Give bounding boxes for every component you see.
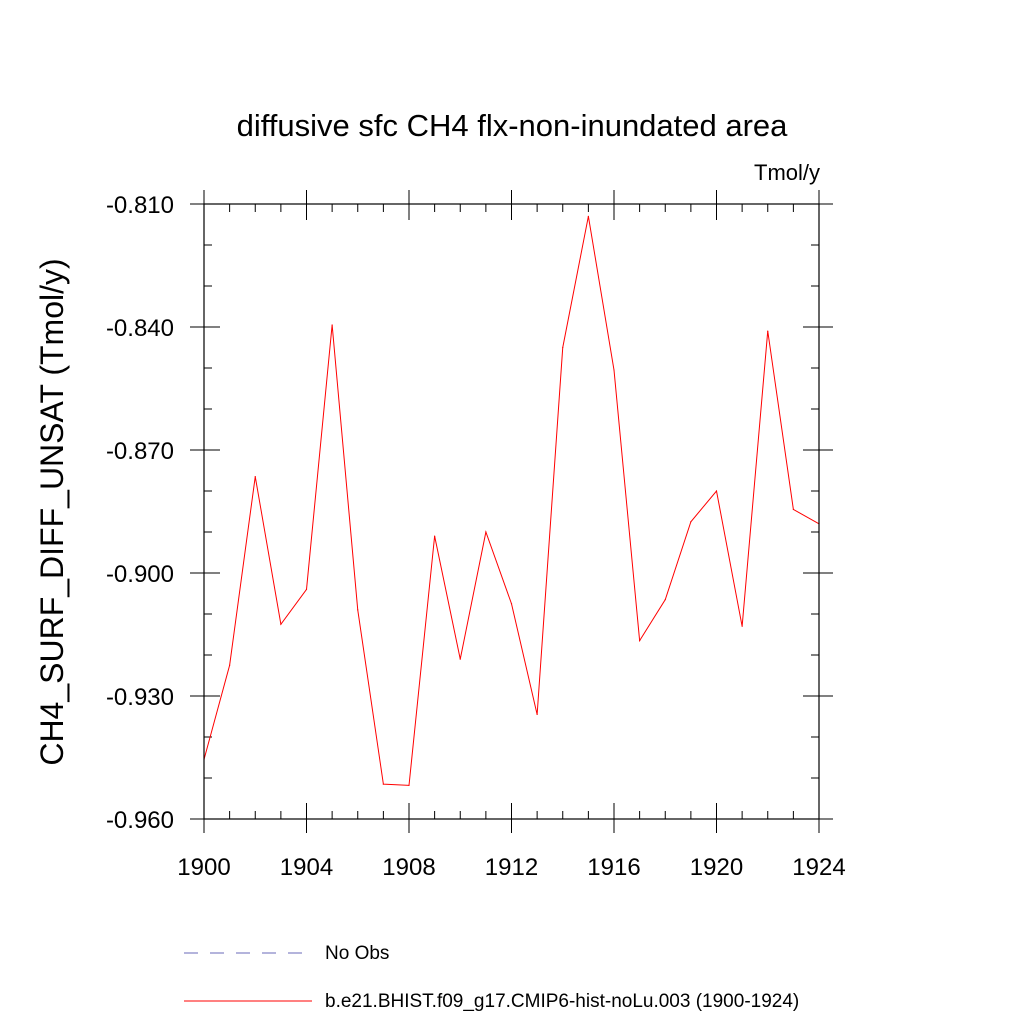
x-tick-label: 1912 (485, 854, 538, 881)
data-point (562, 346, 564, 349)
data-point (613, 369, 615, 371)
data-point (382, 783, 384, 785)
data-point (639, 640, 641, 642)
x-tick-label: 1916 (587, 854, 640, 881)
data-point (792, 508, 794, 511)
legend-label-no-obs: No Obs (325, 943, 389, 964)
y-tick-label: -0.870 (106, 438, 174, 465)
data-point (767, 330, 769, 332)
x-tick-label: 1904 (280, 854, 333, 881)
axis-ticks (190, 190, 833, 833)
y-tick-label: -0.960 (106, 807, 174, 834)
data-point (715, 490, 718, 492)
data-point (741, 625, 743, 627)
y-tick-label: -0.810 (106, 192, 174, 219)
y-tick-label: -0.930 (106, 684, 174, 711)
data-point (305, 588, 308, 591)
legend: No Obs b.e21.BHIST.f09_g17.CMIP6-hist-no… (184, 943, 799, 1012)
y-tick-label: -0.840 (106, 315, 174, 342)
units-label: Tmol/y (754, 160, 820, 185)
data-point (587, 215, 589, 217)
x-tick-label: 1920 (690, 854, 743, 881)
data-point (408, 784, 410, 786)
x-tick-label: 1924 (792, 854, 845, 881)
y-tick-label: -0.900 (106, 561, 174, 588)
data-point (331, 324, 333, 326)
chart-title: diffusive sfc CH4 flx-non-inundated area (237, 108, 789, 143)
plot-frame (203, 203, 820, 820)
data-point (510, 603, 513, 605)
x-tick-label: 1908 (382, 854, 435, 881)
data-point (229, 664, 231, 666)
data-point (536, 713, 538, 716)
y-axis-title: CH4_SURF_DIFF_UNSAT (Tmol/y) (34, 258, 70, 765)
data-point (690, 521, 692, 523)
series-line (203, 216, 820, 786)
data-point (254, 476, 256, 478)
data-point (485, 531, 487, 533)
data-point (357, 609, 359, 611)
legend-label-model-run: b.e21.BHIST.f09_g17.CMIP6-hist-noLu.003 … (325, 991, 799, 1012)
data-point (434, 535, 436, 537)
data-point (459, 658, 461, 660)
x-tick-label: 1900 (177, 854, 230, 881)
tick-labels: 1900 1904 1908 1912 1916 1920 1924 -0.810 -0.840… (106, 192, 846, 881)
data-point (280, 623, 282, 625)
data-point (664, 599, 666, 601)
series-layer (203, 215, 820, 786)
